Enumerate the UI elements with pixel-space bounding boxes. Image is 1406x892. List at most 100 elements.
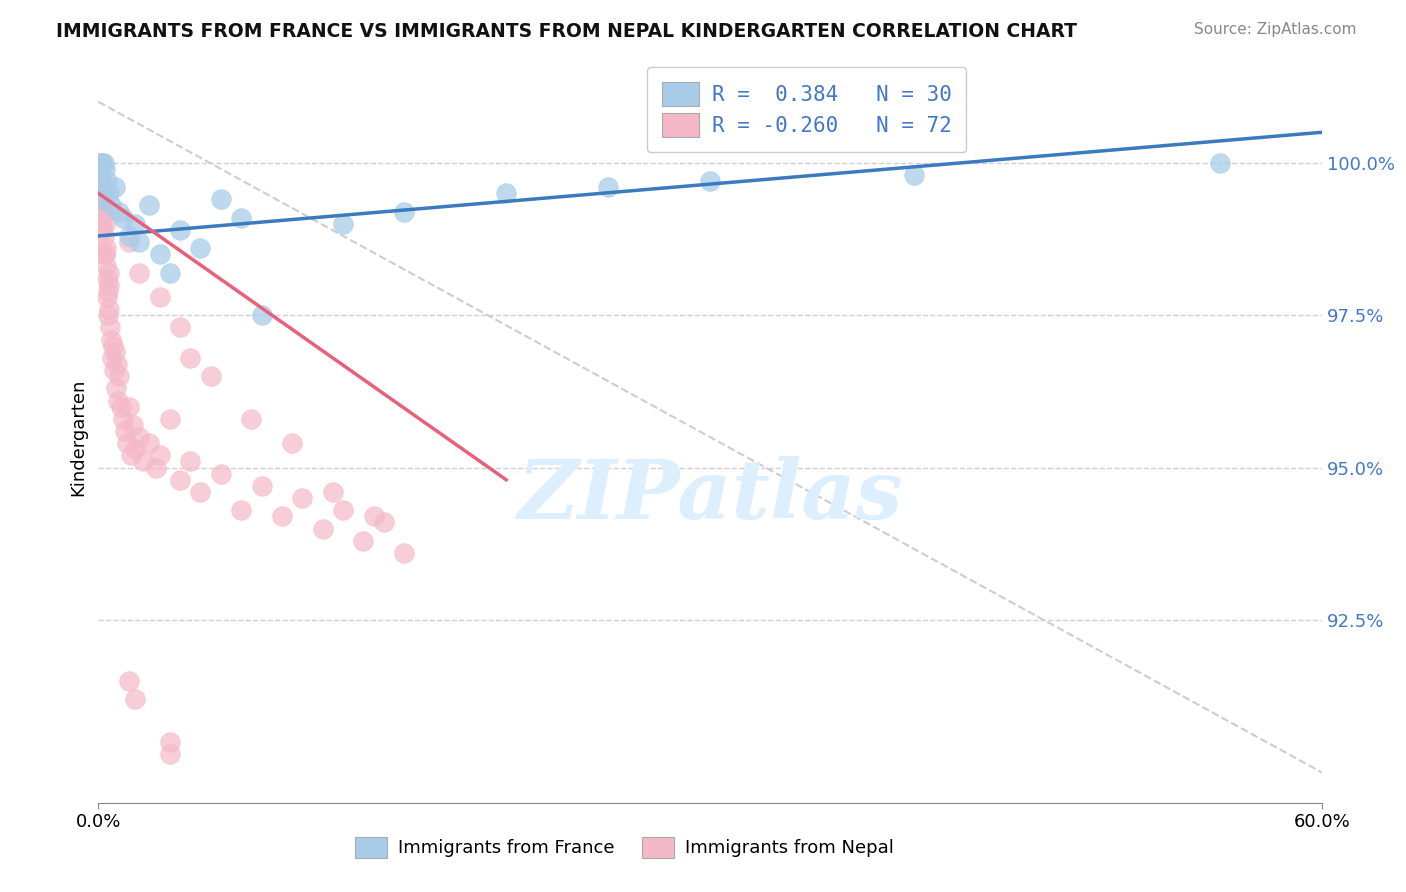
Point bbox=[128, 235, 150, 249]
Point bbox=[104, 344, 127, 359]
Point bbox=[93, 247, 115, 261]
Point bbox=[96, 290, 118, 304]
Point bbox=[97, 302, 120, 317]
Point bbox=[209, 193, 232, 207]
Point bbox=[91, 211, 114, 225]
Point bbox=[124, 692, 146, 706]
Point bbox=[89, 186, 111, 201]
Point bbox=[91, 186, 114, 201]
Point bbox=[111, 211, 134, 225]
Point bbox=[699, 174, 721, 188]
Point bbox=[159, 412, 181, 426]
Point bbox=[188, 485, 212, 500]
Point bbox=[903, 168, 925, 182]
Point bbox=[108, 369, 131, 384]
Point bbox=[291, 491, 314, 505]
Point bbox=[250, 479, 273, 493]
Point bbox=[93, 204, 115, 219]
Y-axis label: Kindergarten: Kindergarten bbox=[69, 378, 87, 496]
Point bbox=[96, 241, 118, 255]
Point bbox=[209, 467, 232, 481]
Point bbox=[169, 320, 191, 334]
Point bbox=[179, 454, 201, 468]
Point bbox=[118, 235, 141, 249]
Point bbox=[200, 369, 222, 384]
Point bbox=[270, 509, 294, 524]
Point bbox=[332, 503, 354, 517]
Point bbox=[312, 522, 335, 536]
Point bbox=[188, 241, 212, 255]
Point bbox=[101, 339, 124, 353]
Point bbox=[103, 363, 125, 377]
Point bbox=[115, 436, 138, 450]
Point bbox=[145, 460, 167, 475]
Point bbox=[100, 333, 122, 347]
Point bbox=[96, 174, 118, 188]
Point bbox=[231, 503, 253, 517]
Point bbox=[240, 412, 263, 426]
Point bbox=[93, 247, 115, 261]
Point bbox=[132, 454, 155, 468]
Point bbox=[159, 747, 181, 761]
Point bbox=[93, 229, 115, 244]
Point bbox=[138, 198, 160, 212]
Point bbox=[89, 168, 111, 182]
Point bbox=[97, 284, 120, 298]
Point bbox=[118, 400, 141, 414]
Point bbox=[149, 247, 172, 261]
Point bbox=[90, 180, 112, 194]
Point bbox=[352, 533, 374, 548]
Point bbox=[94, 217, 117, 231]
Point bbox=[596, 180, 619, 194]
Point bbox=[104, 381, 127, 395]
Point bbox=[90, 155, 112, 169]
Point bbox=[179, 351, 201, 365]
Point bbox=[495, 186, 517, 201]
Point bbox=[89, 168, 111, 182]
Point bbox=[98, 320, 121, 334]
Point bbox=[93, 161, 115, 176]
Point bbox=[231, 211, 253, 225]
Point bbox=[118, 673, 141, 688]
Point bbox=[149, 290, 172, 304]
Point bbox=[111, 412, 134, 426]
Text: IMMIGRANTS FROM FRANCE VS IMMIGRANTS FROM NEPAL KINDERGARTEN CORRELATION CHART: IMMIGRANTS FROM FRANCE VS IMMIGRANTS FRO… bbox=[56, 22, 1077, 41]
Point bbox=[120, 448, 142, 462]
Point bbox=[110, 400, 132, 414]
Point bbox=[93, 155, 115, 169]
Point bbox=[94, 260, 117, 274]
Legend: Immigrants from France, Immigrants from Nepal: Immigrants from France, Immigrants from … bbox=[346, 828, 903, 867]
Point bbox=[128, 266, 150, 280]
Point bbox=[169, 473, 191, 487]
Point bbox=[108, 204, 131, 219]
Point bbox=[392, 546, 416, 560]
Point bbox=[281, 436, 304, 450]
Text: ZIPatlas: ZIPatlas bbox=[517, 456, 903, 535]
Point bbox=[392, 204, 416, 219]
Point bbox=[128, 430, 150, 444]
Point bbox=[97, 186, 120, 201]
Point bbox=[90, 174, 112, 188]
Point bbox=[250, 308, 273, 322]
Point bbox=[363, 509, 385, 524]
Point bbox=[1208, 155, 1232, 169]
Point bbox=[98, 266, 121, 280]
Point bbox=[90, 198, 112, 212]
Point bbox=[89, 198, 111, 212]
Point bbox=[114, 424, 136, 438]
Point bbox=[124, 442, 146, 457]
Point bbox=[91, 217, 114, 231]
Point bbox=[322, 485, 344, 500]
Point bbox=[149, 448, 172, 462]
Point bbox=[100, 198, 122, 212]
Point bbox=[159, 735, 181, 749]
Point bbox=[332, 217, 354, 231]
Point bbox=[100, 351, 122, 365]
Point bbox=[122, 417, 145, 432]
Text: Source: ZipAtlas.com: Source: ZipAtlas.com bbox=[1194, 22, 1357, 37]
Point bbox=[169, 223, 191, 237]
Point bbox=[89, 193, 111, 207]
Point bbox=[104, 180, 127, 194]
Point bbox=[124, 217, 146, 231]
Point bbox=[118, 229, 141, 244]
